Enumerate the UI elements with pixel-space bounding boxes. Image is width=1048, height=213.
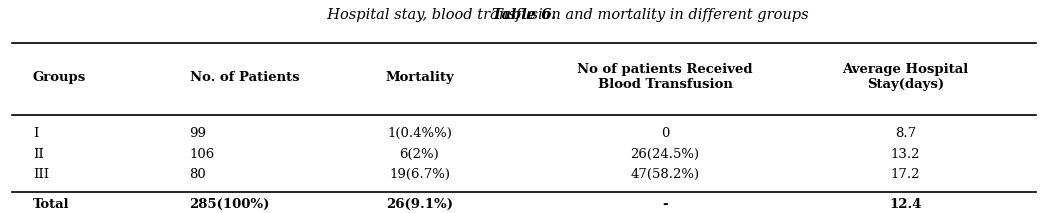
Text: 285(100%): 285(100%)	[190, 197, 270, 210]
Text: II: II	[32, 148, 44, 161]
Text: 13.2: 13.2	[891, 148, 920, 161]
Text: 17.2: 17.2	[891, 168, 920, 181]
Text: 26(9.1%): 26(9.1%)	[386, 197, 453, 210]
Text: 1(0.4%%): 1(0.4%%)	[387, 127, 452, 140]
Text: No. of Patients: No. of Patients	[190, 71, 299, 84]
Text: 12.4: 12.4	[890, 197, 922, 210]
Text: 0: 0	[661, 127, 670, 140]
Text: Average Hospital
Stay(days): Average Hospital Stay(days)	[843, 63, 968, 91]
Text: 99: 99	[190, 127, 206, 140]
Text: 19(6.7%): 19(6.7%)	[389, 168, 450, 181]
Text: 8.7: 8.7	[895, 127, 916, 140]
Text: -: -	[662, 197, 668, 210]
Text: Groups: Groups	[32, 71, 86, 84]
Text: I: I	[32, 127, 38, 140]
Text: Table 6.: Table 6.	[492, 8, 556, 22]
Text: 26(24.5%): 26(24.5%)	[631, 148, 700, 161]
Text: 6(2%): 6(2%)	[399, 148, 439, 161]
Text: Mortality: Mortality	[385, 71, 454, 84]
Text: Total: Total	[32, 197, 69, 210]
Text: III: III	[32, 168, 49, 181]
Text: 106: 106	[190, 148, 215, 161]
Text: Hospital stay, blood transfusion and mortality in different groups: Hospital stay, blood transfusion and mor…	[319, 8, 809, 22]
Text: 47(58.2%): 47(58.2%)	[631, 168, 700, 181]
Text: 80: 80	[190, 168, 206, 181]
Text: No of patients Received
Blood Transfusion: No of patients Received Blood Transfusio…	[577, 63, 752, 91]
